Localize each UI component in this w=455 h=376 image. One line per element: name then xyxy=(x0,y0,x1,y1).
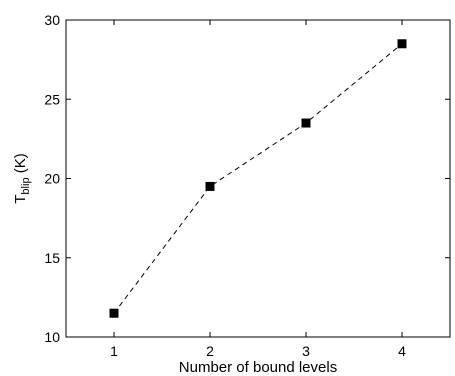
y-tick-label: 10 xyxy=(44,329,60,345)
plot-frame xyxy=(65,19,451,338)
y-tick-label: 30 xyxy=(44,12,60,28)
y-axis-label-base: T xyxy=(12,195,29,204)
series-line xyxy=(113,43,403,314)
y-tick-label: 15 xyxy=(44,250,60,266)
y-axis-label-subscript: blip xyxy=(20,177,32,194)
x-tick-label: 2 xyxy=(206,343,214,359)
data-point-marker xyxy=(397,39,407,49)
y-axis-label: Tblip (K) xyxy=(12,153,32,203)
y-tick-label: 20 xyxy=(44,171,60,187)
y-axis-label-suffix: (K) xyxy=(12,153,29,177)
data-point-marker xyxy=(205,181,215,191)
x-axis-label: Number of bound levels xyxy=(179,359,337,376)
y-tick-label: 25 xyxy=(44,91,60,107)
x-tick-label: 1 xyxy=(110,343,118,359)
series-markers xyxy=(109,39,407,318)
data-point-marker xyxy=(109,308,119,318)
x-tick-label: 3 xyxy=(302,343,310,359)
x-tick-label: 4 xyxy=(398,343,406,359)
data-point-marker xyxy=(301,118,311,128)
y-axis-ticks: 10 15 20 25 30 xyxy=(44,12,450,345)
x-axis-ticks: 1 2 3 4 xyxy=(110,20,406,359)
